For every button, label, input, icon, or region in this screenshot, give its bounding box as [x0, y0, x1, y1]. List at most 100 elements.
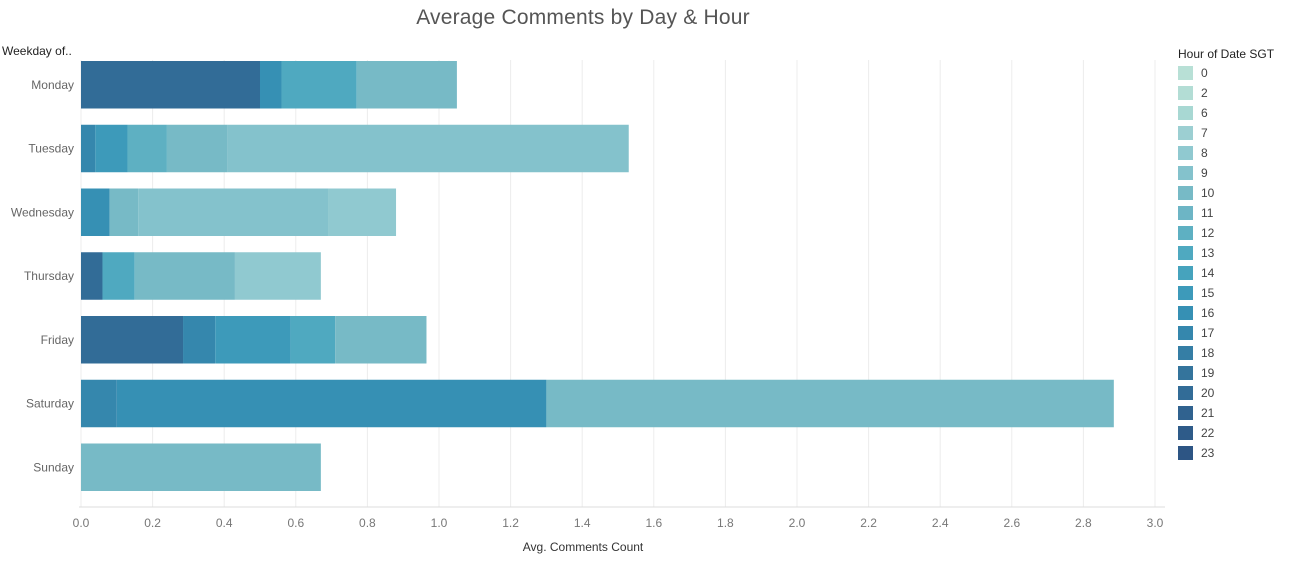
bar-segment-friday-hour-17[interactable] [183, 316, 216, 364]
bar-segment-tuesday-hour-15[interactable] [95, 124, 128, 173]
legend-label: 15 [1201, 286, 1215, 300]
legend-item-hour-8[interactable]: 8 [1178, 143, 1214, 163]
category-label: Thursday [24, 269, 74, 283]
legend-label: 12 [1201, 226, 1215, 240]
legend-swatch [1178, 186, 1193, 200]
legend: 0 2 6 7 8 9 10 11 12 13 14 15 16 17 18 19 20 21 22 23 [1178, 63, 1214, 463]
x-tick-label: 2.6 [1003, 516, 1020, 530]
bar-segment-tuesday-hour-12[interactable] [127, 124, 167, 173]
bar-segment-friday-hour-15[interactable] [215, 316, 291, 364]
legend-item-hour-0[interactable]: 0 [1178, 63, 1214, 83]
bar-segment-tuesday-hour-17[interactable] [81, 124, 96, 173]
x-tick-label: 1.4 [574, 516, 591, 530]
bar-segment-monday-hour-10[interactable] [356, 61, 457, 109]
bar-segment-friday-hour-20[interactable] [81, 316, 184, 364]
x-tick-label: 0.0 [73, 516, 90, 530]
legend-item-hour-16[interactable]: 16 [1178, 303, 1214, 323]
bar-segment-thursday-hour-13[interactable] [102, 252, 135, 300]
legend-swatch [1178, 306, 1193, 320]
x-axis-title: Avg. Comments Count [522, 540, 644, 554]
bar-segment-saturday-hour-10[interactable] [546, 379, 1114, 428]
bar-segment-tuesday-hour-9[interactable] [227, 124, 629, 173]
legend-swatch [1178, 366, 1193, 380]
legend-item-hour-18[interactable]: 18 [1178, 343, 1214, 363]
legend-label: 8 [1201, 146, 1208, 160]
legend-swatch [1178, 346, 1193, 360]
bar-segment-sunday-hour-10[interactable] [81, 443, 321, 492]
legend-item-hour-12[interactable]: 12 [1178, 223, 1214, 243]
row-axis-header[interactable]: Weekday of.. [2, 44, 72, 58]
bar-segment-wednesday-hour-8[interactable] [328, 188, 397, 237]
gridlines [79, 60, 1165, 508]
bar-segment-thursday-hour-8[interactable] [234, 252, 321, 300]
category-label: Monday [31, 78, 74, 92]
x-tick-label: 2.0 [789, 516, 806, 530]
bar-segment-wednesday-hour-10[interactable] [109, 188, 139, 237]
legend-item-hour-17[interactable]: 17 [1178, 323, 1214, 343]
x-tick-label: 1.8 [717, 516, 734, 530]
legend-item-hour-19[interactable]: 19 [1178, 363, 1214, 383]
bar-segment-thursday-hour-20[interactable] [81, 252, 103, 300]
x-tick-label: 1.0 [431, 516, 448, 530]
legend-item-hour-10[interactable]: 10 [1178, 183, 1214, 203]
legend-item-hour-21[interactable]: 21 [1178, 403, 1214, 423]
legend-label: 20 [1201, 386, 1215, 400]
legend-item-hour-9[interactable]: 9 [1178, 163, 1214, 183]
x-tick-label: 0.4 [216, 516, 233, 530]
legend-title: Hour of Date SGT [1178, 47, 1275, 61]
legend-label: 9 [1201, 166, 1208, 180]
bar-segment-friday-hour-10[interactable] [335, 316, 427, 364]
category-label: Sunday [33, 460, 74, 474]
legend-item-hour-23[interactable]: 23 [1178, 443, 1214, 463]
bar-segment-saturday-hour-17[interactable] [81, 379, 117, 428]
legend-item-hour-13[interactable]: 13 [1178, 243, 1214, 263]
legend-label: 14 [1201, 266, 1215, 280]
legend-item-hour-14[interactable]: 14 [1178, 263, 1214, 283]
legend-swatch [1178, 86, 1193, 100]
bar-segment-monday-hour-16[interactable] [260, 61, 282, 109]
legend-swatch [1178, 446, 1193, 460]
legend-swatch [1178, 406, 1193, 420]
x-tick-label: 2.4 [932, 516, 949, 530]
legend-item-hour-2[interactable]: 2 [1178, 83, 1214, 103]
legend-item-hour-6[interactable]: 6 [1178, 103, 1214, 123]
bar-segment-friday-hour-13[interactable] [290, 316, 336, 364]
legend-label: 13 [1201, 246, 1215, 260]
legend-item-hour-7[interactable]: 7 [1178, 123, 1214, 143]
legend-label: 16 [1201, 306, 1215, 320]
category-label: Wednesday [11, 205, 74, 219]
x-tick-labels: 0.0 0.2 0.4 0.6 0.8 1.0 1.2 1.4 1.6 1.8 2.0 2.2 2.4 2… [73, 516, 1164, 530]
category-label: Tuesday [28, 142, 74, 156]
bar-segment-monday-hour-13[interactable] [281, 61, 357, 109]
bar-segment-wednesday-hour-9[interactable] [138, 188, 329, 237]
legend-swatch [1178, 126, 1193, 140]
legend-swatch [1178, 166, 1193, 180]
x-tick-label: 2.8 [1075, 516, 1092, 530]
bar-segment-monday-hour-20[interactable] [81, 61, 260, 109]
bar-segment-wednesday-hour-16[interactable] [81, 188, 110, 237]
legend-item-hour-15[interactable]: 15 [1178, 283, 1214, 303]
legend-label: 23 [1201, 446, 1215, 460]
legend-swatch [1178, 266, 1193, 280]
legend-swatch [1178, 146, 1193, 160]
legend-label: 18 [1201, 346, 1215, 360]
legend-swatch [1178, 246, 1193, 260]
legend-item-hour-20[interactable]: 20 [1178, 383, 1214, 403]
bar-segment-thursday-hour-10[interactable] [134, 252, 235, 300]
category-labels: Monday Tuesday Wednesday Thursday Friday Satu… [11, 78, 74, 475]
legend-item-hour-22[interactable]: 22 [1178, 423, 1214, 443]
bar-segment-tuesday-hour-10[interactable] [166, 124, 228, 173]
category-label: Friday [41, 333, 74, 347]
x-tick-label: 1.2 [502, 516, 519, 530]
legend-swatch [1178, 286, 1193, 300]
chart-title: Average Comments by Day & Hour [416, 6, 750, 29]
legend-swatch [1178, 66, 1193, 80]
legend-label: 21 [1201, 406, 1215, 420]
legend-label: 19 [1201, 366, 1215, 380]
x-tick-label: 3.0 [1147, 516, 1164, 530]
x-tick-label: 1.6 [645, 516, 662, 530]
bar-segment-saturday-hour-16[interactable] [116, 379, 547, 428]
x-tick-label: 0.8 [359, 516, 376, 530]
legend-swatch [1178, 106, 1193, 120]
legend-item-hour-11[interactable]: 11 [1178, 203, 1214, 223]
